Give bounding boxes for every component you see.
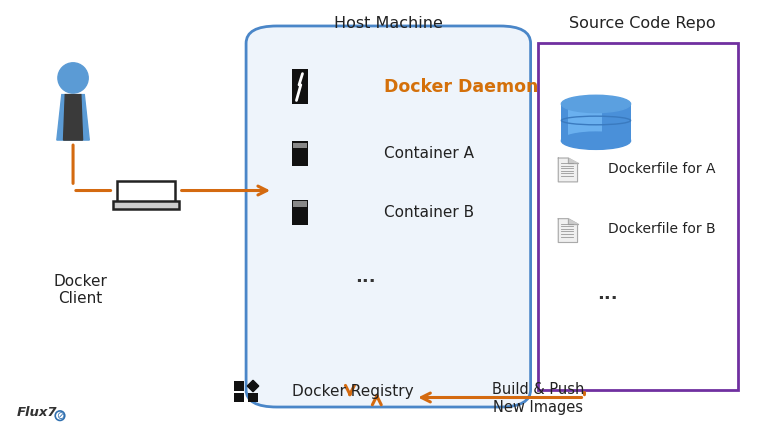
Polygon shape	[568, 219, 578, 224]
Text: Dockerfile for B: Dockerfile for B	[608, 223, 715, 236]
FancyBboxPatch shape	[117, 181, 175, 204]
FancyBboxPatch shape	[561, 104, 631, 141]
Text: Flux7: Flux7	[17, 406, 58, 419]
Text: Host Machine: Host Machine	[334, 16, 443, 31]
FancyBboxPatch shape	[291, 200, 308, 225]
Text: ⊘: ⊘	[56, 410, 64, 421]
Polygon shape	[558, 219, 578, 242]
Text: Docker Daemon: Docker Daemon	[384, 78, 539, 96]
FancyBboxPatch shape	[246, 26, 531, 407]
FancyBboxPatch shape	[113, 201, 179, 209]
Polygon shape	[57, 95, 89, 140]
FancyBboxPatch shape	[248, 393, 258, 403]
Text: Docker Registry: Docker Registry	[292, 385, 414, 399]
Text: Dockerfile for A: Dockerfile for A	[608, 162, 715, 176]
FancyBboxPatch shape	[538, 43, 738, 390]
FancyBboxPatch shape	[568, 106, 602, 139]
Ellipse shape	[58, 63, 88, 93]
Ellipse shape	[561, 95, 631, 113]
Polygon shape	[568, 158, 578, 163]
Ellipse shape	[561, 132, 631, 149]
FancyBboxPatch shape	[292, 201, 308, 207]
Text: Docker
Client: Docker Client	[54, 274, 108, 306]
Text: Source Code Repo: Source Code Repo	[569, 16, 715, 31]
Text: Container A: Container A	[384, 146, 474, 161]
Text: Container B: Container B	[384, 205, 474, 220]
Polygon shape	[558, 158, 578, 182]
FancyBboxPatch shape	[291, 141, 308, 166]
FancyBboxPatch shape	[235, 393, 244, 403]
FancyBboxPatch shape	[235, 381, 244, 391]
Text: Build & Push
New Images: Build & Push New Images	[492, 382, 584, 414]
Polygon shape	[64, 95, 82, 140]
FancyBboxPatch shape	[292, 143, 308, 149]
FancyBboxPatch shape	[291, 69, 308, 104]
Polygon shape	[248, 380, 258, 392]
Text: ...: ...	[598, 285, 618, 304]
Text: ...: ...	[355, 268, 375, 286]
